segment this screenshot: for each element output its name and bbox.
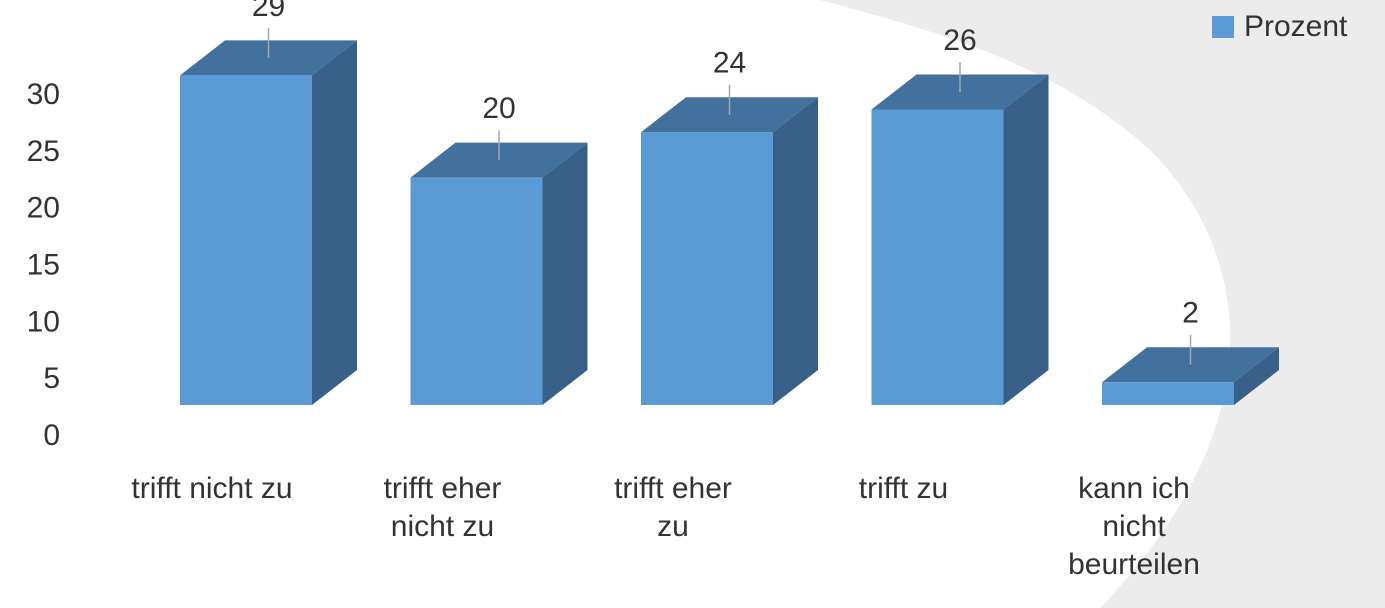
background-swoosh — [820, 0, 1385, 608]
x-tick-label: trifft eher zu — [614, 472, 732, 543]
bar — [180, 75, 312, 405]
y-tick-label: 5 — [43, 362, 60, 395]
legend-swatch — [1212, 16, 1234, 38]
y-tick-label: 30 — [27, 78, 60, 111]
value-label: 26 — [943, 24, 976, 57]
value-label: 29 — [252, 0, 285, 23]
x-tick-label: trifft zu — [858, 472, 949, 505]
x-tick-label: kann ich nicht beurteilen — [1068, 472, 1200, 581]
value-label: 20 — [482, 92, 515, 125]
y-tick-label: 15 — [27, 248, 60, 281]
bar-top — [180, 40, 357, 76]
y-tick-label: 25 — [27, 135, 60, 168]
bar-side — [1234, 347, 1279, 405]
x-tick-label: trifft eher nicht zu — [383, 472, 502, 543]
bar — [410, 177, 543, 405]
bar-side — [312, 40, 357, 405]
bar-side — [542, 142, 588, 405]
bar-side — [1003, 74, 1049, 405]
legend-label: Prozent — [1244, 10, 1348, 43]
bar-side — [773, 97, 818, 405]
y-tick-label: 0 — [43, 419, 60, 452]
bar — [1102, 382, 1234, 405]
x-tick-label: trifft nicht zu — [131, 472, 293, 505]
y-tick-label: 20 — [27, 192, 60, 225]
value-label: 2 — [1182, 297, 1199, 330]
bar — [871, 109, 1004, 405]
value-label: 24 — [713, 47, 746, 80]
bar — [641, 132, 773, 405]
y-tick-label: 10 — [27, 305, 60, 338]
